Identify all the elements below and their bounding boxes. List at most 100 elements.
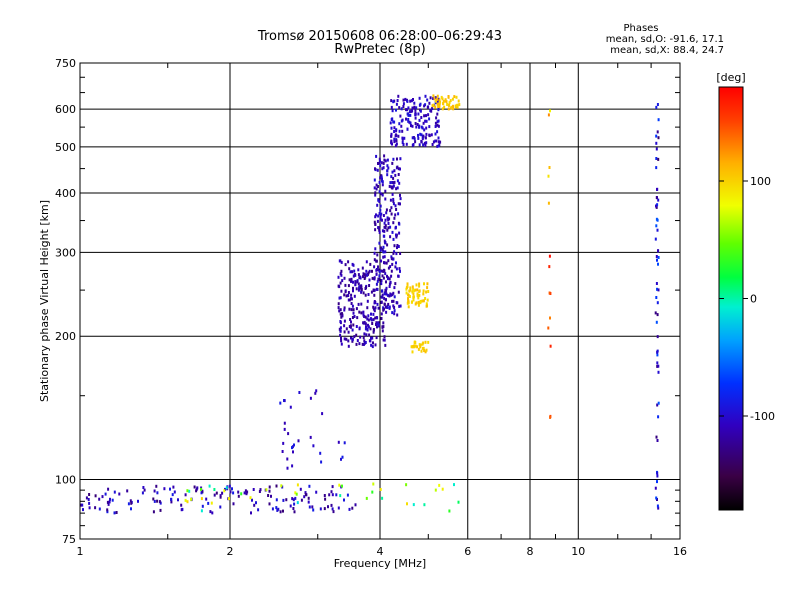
echo-point xyxy=(360,288,363,291)
echo-point xyxy=(337,275,340,279)
echo-point xyxy=(195,489,198,493)
echo-point xyxy=(299,487,302,491)
echo-point xyxy=(375,259,378,263)
echo-point xyxy=(390,269,393,273)
echo-point xyxy=(309,435,312,439)
echo-point xyxy=(395,187,398,191)
echo-point xyxy=(360,311,363,315)
echo-point xyxy=(415,301,418,305)
echo-point xyxy=(434,121,437,125)
echo-point xyxy=(268,489,271,493)
echo-point xyxy=(434,132,437,136)
echo-point xyxy=(383,234,386,238)
echo-point xyxy=(364,293,367,297)
echo-point xyxy=(424,144,427,147)
echo-point xyxy=(387,259,390,263)
echo-point xyxy=(417,303,420,307)
echo-point xyxy=(386,216,389,220)
echo-point xyxy=(376,219,379,223)
echo-point xyxy=(246,490,249,494)
echo-point xyxy=(279,401,282,405)
echo-point xyxy=(408,289,411,293)
echo-point xyxy=(438,483,441,487)
echo-point xyxy=(407,106,410,110)
echo-point xyxy=(402,98,405,102)
echo-point xyxy=(344,290,347,294)
echo-point xyxy=(375,323,377,326)
echo-point xyxy=(549,344,552,348)
echo-point xyxy=(225,486,228,490)
echo-point xyxy=(390,206,393,210)
echo-point xyxy=(371,276,374,280)
echo-point xyxy=(657,415,660,419)
echo-point xyxy=(201,504,204,508)
echo-point xyxy=(355,287,358,291)
echo-point xyxy=(425,119,428,123)
echo-point xyxy=(292,450,294,454)
echo-point xyxy=(376,322,379,326)
echo-point xyxy=(249,496,252,500)
echo-point xyxy=(374,167,376,171)
echo-point xyxy=(390,134,393,138)
echo-point xyxy=(350,320,352,324)
echo-point xyxy=(390,293,392,297)
echo-point xyxy=(447,107,450,111)
echo-point xyxy=(293,510,296,514)
echo-point xyxy=(655,435,658,439)
echo-point xyxy=(286,466,289,470)
echo-point xyxy=(420,116,423,119)
echo-point xyxy=(656,439,659,442)
echo-point xyxy=(426,282,429,286)
echo-point xyxy=(420,139,423,143)
echo-point xyxy=(393,286,396,290)
echo-point xyxy=(393,306,396,309)
echo-point xyxy=(548,291,551,295)
echo-point xyxy=(416,123,419,126)
echo-point xyxy=(152,497,155,501)
echo-point xyxy=(422,292,425,296)
echo-point xyxy=(436,112,439,116)
echo-point xyxy=(338,327,341,331)
echo-point xyxy=(363,273,366,277)
echo-point xyxy=(405,142,408,146)
echo-point xyxy=(382,214,385,217)
echo-point xyxy=(392,100,395,104)
echo-point xyxy=(339,308,342,312)
echo-point xyxy=(350,296,353,300)
echo-point xyxy=(547,326,550,330)
echo-point xyxy=(381,274,384,278)
echo-point xyxy=(338,309,341,313)
echo-point xyxy=(356,339,359,342)
echo-point xyxy=(384,241,387,245)
echo-point xyxy=(458,103,461,107)
echo-point xyxy=(373,178,376,182)
echo-point xyxy=(395,261,397,265)
echo-point xyxy=(211,511,214,515)
echo-point xyxy=(374,228,377,232)
echo-point xyxy=(655,196,658,199)
echo-point xyxy=(378,274,381,278)
echo-point xyxy=(378,229,381,232)
x-tick-label: 2 xyxy=(227,545,234,558)
echo-point xyxy=(421,126,424,130)
echo-point xyxy=(377,306,380,310)
echo-point xyxy=(371,322,374,325)
echo-point xyxy=(655,134,658,138)
echo-point xyxy=(348,325,351,328)
echo-point xyxy=(382,276,385,280)
echo-point xyxy=(390,185,393,189)
echo-point xyxy=(351,506,354,510)
echo-point xyxy=(296,483,299,487)
echo-point xyxy=(399,304,402,308)
echo-point xyxy=(215,491,218,495)
echo-point xyxy=(363,332,366,336)
echo-point xyxy=(446,103,449,106)
echo-point xyxy=(375,213,377,217)
echo-point xyxy=(381,293,384,297)
echo-point xyxy=(321,412,324,416)
echo-point xyxy=(353,315,356,318)
echo-point xyxy=(418,284,421,288)
echo-point xyxy=(339,326,342,330)
echo-point xyxy=(351,304,354,308)
echo-point xyxy=(271,507,274,511)
